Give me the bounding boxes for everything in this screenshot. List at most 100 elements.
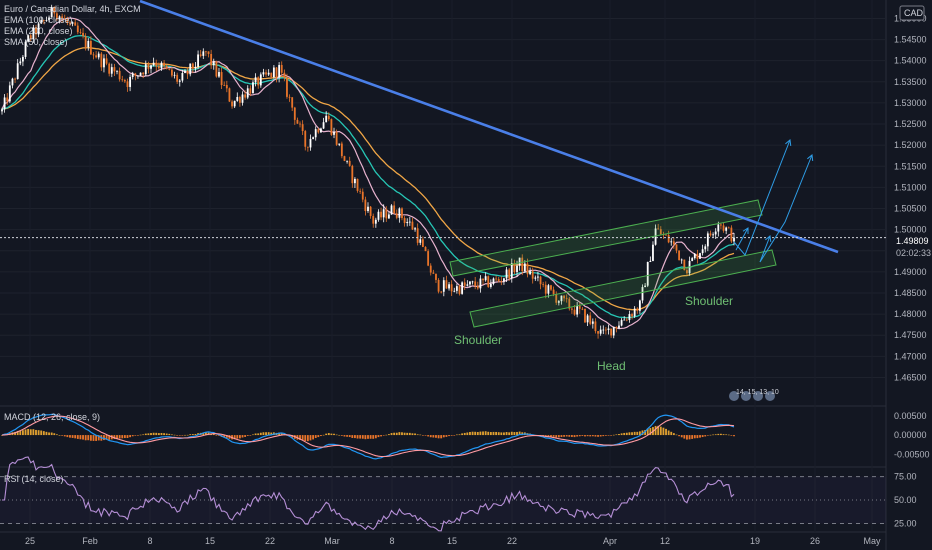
macd-histogram-bar bbox=[340, 435, 343, 436]
candle-body bbox=[322, 122, 325, 129]
macd-histogram-bar bbox=[267, 432, 270, 436]
currency-label: CAD bbox=[904, 8, 924, 18]
candle-body bbox=[584, 308, 586, 323]
candle-body bbox=[604, 329, 607, 331]
candle-body bbox=[278, 65, 281, 78]
candle-body bbox=[118, 70, 121, 80]
macd-histogram-bar bbox=[403, 432, 406, 436]
macd-histogram-bar bbox=[32, 429, 35, 436]
macd-tick-label: -0.00500 bbox=[894, 449, 930, 459]
macd-histogram-bar bbox=[458, 434, 461, 436]
candle-body bbox=[463, 282, 466, 286]
macd-histogram-bar bbox=[82, 435, 84, 440]
candle-body bbox=[374, 219, 377, 224]
candle-body bbox=[602, 329, 605, 331]
candle-body bbox=[675, 244, 678, 251]
macd-histogram-bar bbox=[492, 431, 495, 436]
macd-histogram-bar bbox=[40, 430, 43, 436]
candle-body bbox=[55, 13, 58, 20]
macd-histogram-bar bbox=[476, 432, 479, 436]
price-pane[interactable] bbox=[0, 0, 886, 339]
candle-body bbox=[628, 314, 631, 320]
macd-histogram-bar bbox=[335, 434, 338, 436]
macd-histogram-bar bbox=[58, 435, 61, 436]
candle-body bbox=[113, 67, 116, 72]
candle-body bbox=[612, 326, 615, 336]
candle-body bbox=[48, 17, 50, 21]
time-tick-label: Mar bbox=[324, 536, 340, 546]
candle-body bbox=[11, 78, 14, 86]
candle-body bbox=[252, 82, 254, 94]
candle-body bbox=[712, 234, 715, 236]
candle-body bbox=[131, 73, 134, 77]
candle-body bbox=[408, 221, 411, 223]
candle-body bbox=[367, 206, 369, 212]
descending-trendline[interactable] bbox=[139, 0, 839, 254]
candle-body bbox=[406, 222, 409, 224]
macd-histogram-bar bbox=[387, 434, 390, 436]
macd-histogram-bar bbox=[346, 435, 349, 437]
projection-arrow-3[interactable] bbox=[735, 227, 749, 251]
event-badge[interactable]: 14, 15, 13, 10 bbox=[729, 389, 779, 401]
macd-histogram-bar bbox=[301, 435, 304, 441]
candle-body bbox=[312, 137, 315, 139]
macd-histogram-bar bbox=[69, 435, 71, 438]
candle-body bbox=[296, 119, 299, 124]
candle-body bbox=[599, 329, 602, 334]
rsi-pane[interactable]: 75.00 50.00 25.00 bbox=[0, 456, 917, 532]
macd-histogram-bar bbox=[683, 435, 686, 439]
macd-label: MACD (12, 26, close, 9) bbox=[4, 412, 100, 422]
projection-arrow-4[interactable] bbox=[759, 235, 771, 263]
candle-body bbox=[24, 41, 27, 57]
price-tick-label: 1.52000 bbox=[894, 140, 927, 150]
macd-histogram-bar bbox=[691, 435, 694, 439]
candle-body bbox=[21, 56, 24, 62]
macd-histogram-bar bbox=[686, 435, 688, 440]
candle-body bbox=[121, 79, 124, 81]
macd-pane[interactable]: 0.00500 0.00000 -0.00500 bbox=[1, 411, 930, 460]
macd-histogram-bar bbox=[92, 435, 95, 441]
candle-body bbox=[557, 301, 560, 303]
macd-histogram-bar bbox=[675, 434, 678, 436]
candle-body bbox=[720, 224, 722, 226]
macd-histogram-bar bbox=[510, 431, 513, 436]
candle-body bbox=[212, 61, 215, 66]
candle-body bbox=[489, 283, 492, 287]
candle-body bbox=[497, 279, 500, 282]
price-tick-label: 1.47500 bbox=[894, 330, 927, 340]
candle-body bbox=[657, 228, 660, 230]
candle-body bbox=[421, 239, 424, 247]
macd-histogram-bar bbox=[212, 434, 215, 436]
candle-body bbox=[257, 77, 260, 86]
macd-histogram-bar bbox=[139, 434, 142, 436]
macd-histogram-bar bbox=[304, 435, 307, 442]
macd-histogram-bar bbox=[246, 435, 249, 436]
candle-body bbox=[178, 80, 181, 82]
macd-histogram-bar bbox=[147, 433, 150, 436]
lower-channel[interactable] bbox=[469, 249, 777, 328]
macd-histogram-bar bbox=[701, 435, 704, 438]
candle-body bbox=[66, 19, 69, 23]
candle-body bbox=[265, 72, 267, 75]
candle-body bbox=[184, 70, 186, 74]
candle-body bbox=[299, 123, 301, 125]
time-tick-label: May bbox=[863, 536, 881, 546]
candle-body bbox=[186, 70, 189, 75]
projection-arrow-2[interactable] bbox=[759, 154, 813, 263]
macd-histogram-bar bbox=[421, 435, 424, 436]
time-tick-label: 12 bbox=[660, 536, 670, 546]
candle-body bbox=[210, 53, 213, 66]
candle-body bbox=[706, 233, 709, 247]
candle-body bbox=[58, 16, 61, 20]
rsi-label: RSI (14, close) bbox=[4, 474, 64, 484]
candle-body bbox=[301, 124, 304, 132]
candle-body bbox=[578, 305, 581, 309]
candle-body bbox=[259, 74, 262, 86]
candle-body bbox=[576, 305, 579, 315]
macd-histogram-bar bbox=[722, 434, 725, 436]
macd-histogram-bar bbox=[636, 431, 639, 436]
macd-histogram-bar bbox=[19, 430, 22, 436]
macd-histogram-bar bbox=[364, 435, 367, 440]
macd-histogram-bar bbox=[487, 431, 490, 436]
